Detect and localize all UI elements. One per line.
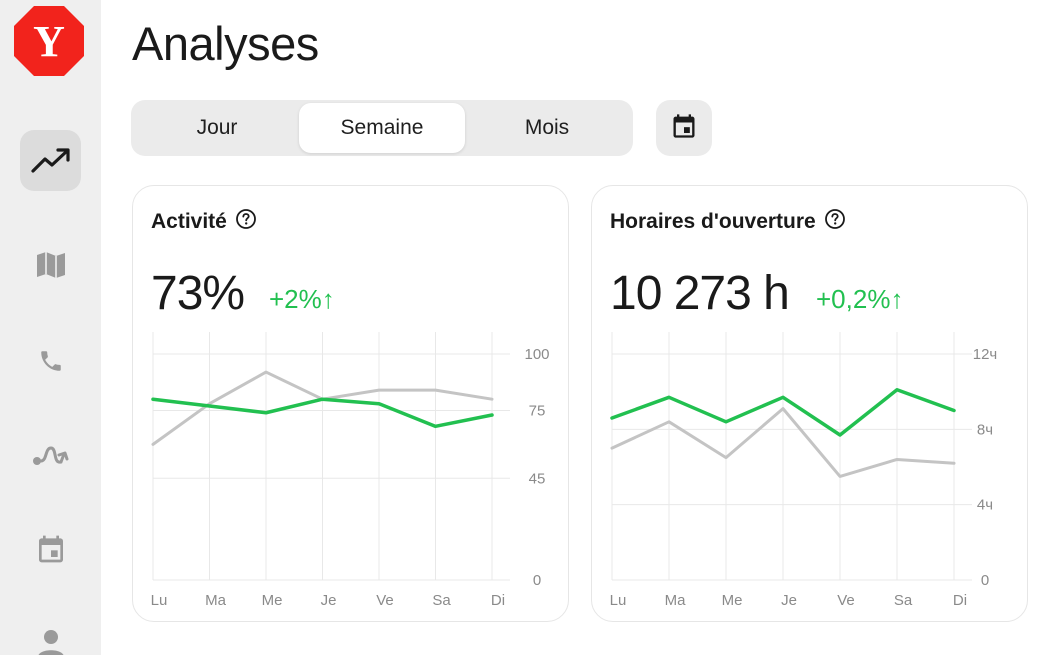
sidebar-item-calls[interactable] — [20, 330, 81, 391]
trending-up-icon — [30, 147, 71, 175]
x-tick-label: Sa — [432, 592, 451, 609]
x-tick-label: Me — [262, 592, 283, 609]
phone-icon — [38, 348, 64, 374]
series-line-current — [610, 388, 956, 437]
map-icon — [35, 249, 67, 281]
hours-title-row: Horaires d'ouverture — [610, 208, 846, 236]
x-tick-label: Lu — [151, 592, 168, 609]
y-tick-label: 8ч — [977, 421, 993, 438]
series-line-previous — [610, 407, 956, 478]
sidebar-item-map[interactable] — [20, 234, 81, 295]
tab-mois[interactable]: Mois — [524, 116, 570, 139]
tab-semaine[interactable]: Semaine — [299, 103, 465, 153]
y-tick-label: 4ч — [977, 497, 993, 514]
sidebar-item-routes[interactable] — [20, 424, 81, 485]
y-tick-label: 75 — [529, 403, 546, 420]
x-tick-label: Ma — [205, 592, 226, 609]
y-tick-label: 0 — [533, 572, 541, 589]
sidebar-item-analytics[interactable] — [20, 130, 81, 191]
y-tick-label: 12ч — [973, 346, 998, 363]
yandex-logo[interactable]: Y — [12, 4, 86, 78]
series-line-current — [151, 397, 494, 429]
sidebar-item-calendar[interactable] — [20, 518, 81, 579]
tab-jour[interactable]: Jour — [196, 116, 238, 139]
calendar-icon — [35, 533, 67, 565]
activity-delta: +2%↑ — [269, 284, 335, 314]
hours-title: Horaires d'ouverture — [610, 210, 816, 233]
activity-chart: 0 45 75 100 Lu Ma Me Je Ve Sa Di — [151, 332, 550, 609]
x-tick-label: Lu — [610, 592, 627, 609]
x-tick-label: Ve — [376, 592, 394, 609]
hours-delta: +0,2%↑ — [816, 284, 904, 314]
hours-card: Horaires d'ouverture 10 273 h +0,2%↑ 0 4ч… — [591, 185, 1028, 622]
x-tick-label: Di — [491, 592, 505, 609]
help-icon[interactable] — [824, 208, 846, 236]
hours-chart: 0 4ч 8ч 12ч Lu Ma Me Je Ve Sa Di — [610, 332, 998, 609]
period-tabs: Jour Semaine Mois — [131, 100, 633, 156]
x-tick-label: Sa — [894, 592, 913, 609]
y-tick-label: 100 — [524, 346, 549, 363]
x-tick-label: Je — [321, 592, 337, 609]
y-tick-label: 0 — [981, 572, 989, 589]
x-tick-label: Me — [722, 592, 743, 609]
logo-letter: Y — [33, 17, 65, 66]
user-icon — [35, 627, 67, 655]
calendar-icon — [670, 112, 698, 145]
sidebar-item-profile[interactable] — [20, 612, 81, 655]
x-tick-label: Ma — [665, 592, 686, 609]
activity-value: 73% — [151, 267, 245, 320]
x-tick-label: Ve — [837, 592, 855, 609]
page-title: Analyses — [132, 17, 319, 70]
activity-title: Activité — [151, 210, 227, 233]
activity-card: Activité 73% +2%↑ 0 45 75 100 Lu Ma Me Je Ve Sa Di — [132, 185, 569, 622]
y-tick-label: 45 — [529, 470, 546, 487]
sidebar: Y — [0, 0, 101, 655]
activity-title-row: Activité — [151, 208, 257, 236]
date-picker-button[interactable] — [656, 100, 712, 156]
x-tick-label: Je — [781, 592, 797, 609]
hours-value: 10 273 h — [610, 267, 790, 320]
x-tick-label: Di — [953, 592, 967, 609]
help-icon[interactable] — [235, 208, 257, 236]
route-icon — [31, 440, 71, 470]
